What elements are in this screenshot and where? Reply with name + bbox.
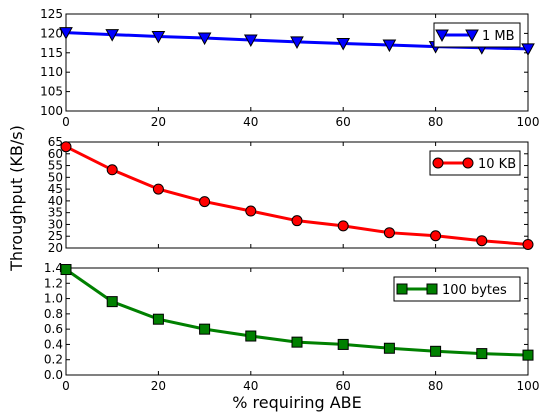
y-axis-label: Throughput (KB/s) [7, 125, 26, 272]
data-point [106, 164, 118, 176]
y-tick-label: 35 [48, 206, 63, 220]
x-tick-label: 20 [151, 115, 166, 129]
legend-label: 100 bytes [442, 283, 507, 298]
x-tick-label: 0 [62, 379, 70, 393]
y-tick-label: 40 [48, 194, 63, 208]
data-point [522, 238, 534, 250]
x-tick-label: 100 [517, 379, 540, 393]
x-tick-label: 60 [336, 379, 351, 393]
data-point [383, 227, 395, 239]
y-tick-label: 0.0 [44, 368, 63, 382]
legend-marker [432, 157, 444, 169]
y-tick-label: 1.4 [44, 261, 63, 275]
plot-frame [65, 267, 529, 376]
legend-box [433, 22, 521, 48]
data-point [476, 235, 488, 247]
data-point [105, 29, 120, 42]
legend-marker [462, 157, 474, 169]
data-point [430, 345, 442, 357]
data-point [199, 196, 211, 208]
legend: 100 bytes [393, 276, 521, 302]
subplot-3: 0.00.2 0.40.60.81.0 1.21.4 0 20 40 60 80 100 100 … [44, 261, 540, 393]
data-point [152, 183, 164, 195]
y-tick-label: 100 [40, 104, 63, 118]
data-point [521, 43, 535, 56]
x-axis-label: % requiring ABE [232, 393, 362, 412]
data-point [337, 338, 349, 350]
y-tick-label: 0.6 [44, 322, 63, 336]
subplot-1: 100 105 110 115 120 125 0 20 40 60 80 100 1 MB [40, 7, 539, 129]
data-point [245, 330, 257, 342]
legend-marker [435, 29, 449, 43]
data-point [152, 313, 164, 325]
y-tick-label: 1.2 [44, 276, 63, 290]
x-tick-label: 60 [336, 115, 351, 129]
data-point [199, 323, 211, 335]
y-tick-label: 30 [48, 217, 63, 231]
y-tick-label: 45 [48, 182, 63, 196]
data-point [336, 37, 351, 51]
x-tick-label: 40 [243, 379, 258, 393]
y-tick-label: 55 [48, 159, 63, 173]
data-point [245, 205, 257, 217]
legend-label: 10 KB [478, 157, 516, 172]
data-point [197, 32, 212, 46]
legend: 1 MB [433, 22, 521, 48]
legend-marker [426, 283, 438, 295]
y-tick-label: 1.0 [44, 292, 63, 306]
x-tick-label: 40 [243, 115, 258, 129]
data-point [382, 39, 397, 53]
y-tick-label: 0.2 [44, 353, 63, 367]
data-point [151, 31, 166, 44]
legend: 10 KB [429, 150, 521, 176]
x-tick-label: 0 [62, 115, 70, 129]
data-point [243, 34, 258, 48]
x-tick-label: 80 [428, 115, 443, 129]
y-tick-label: 50 [48, 170, 63, 184]
plot-frame [65, 141, 529, 249]
y-tick-label: 115 [40, 46, 63, 60]
data-point [60, 141, 72, 153]
data-point [522, 349, 534, 361]
data-point [476, 348, 488, 360]
data-point [290, 36, 304, 49]
data-point [291, 215, 303, 227]
y-tick-label: 60 [48, 147, 63, 161]
y-tick-label: 120 [40, 26, 63, 40]
y-tick-label: 110 [40, 65, 63, 79]
x-tick-label: 80 [428, 379, 443, 393]
y-tick-label: 0.4 [44, 337, 63, 351]
y-tick-label: 0.8 [44, 307, 63, 321]
y-tick-label: 125 [40, 7, 63, 21]
y-tick-label: 105 [40, 85, 63, 99]
legend-marker [465, 29, 479, 43]
data-point [59, 27, 73, 40]
plot-frame [65, 13, 529, 112]
x-tick-label: 20 [151, 379, 166, 393]
data-point [106, 296, 118, 308]
legend-label: 1 MB [482, 29, 515, 44]
legend-marker [396, 283, 408, 295]
data-point [60, 264, 72, 276]
x-tick-label: 100 [517, 115, 540, 129]
y-tick-label: 25 [48, 229, 63, 243]
data-point [383, 342, 395, 354]
y-tick-label: 65 [48, 135, 63, 149]
data-point [291, 336, 303, 348]
data-point [430, 230, 442, 242]
data-point [337, 220, 349, 232]
y-tick-label: 20 [48, 241, 63, 255]
